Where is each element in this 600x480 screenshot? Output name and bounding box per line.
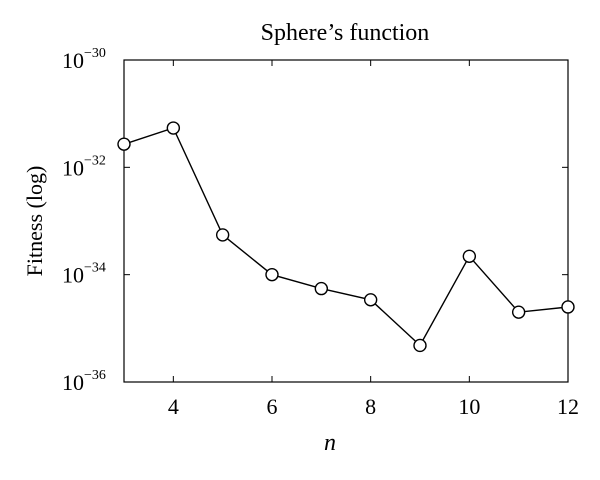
y-tick-exponent: −34	[84, 261, 106, 276]
x-tick-label: 8	[365, 394, 376, 419]
y-tick-base: 10	[62, 370, 84, 395]
plot-frame	[123, 59, 569, 383]
x-tick-label: 12	[557, 394, 579, 419]
data-point	[314, 281, 329, 296]
data-point	[265, 267, 279, 282]
y-tick-label: 10−34	[62, 261, 106, 288]
data-point	[117, 137, 131, 151]
y-tick-exponent: −32	[84, 153, 106, 168]
data-point	[462, 249, 477, 263]
data-point	[363, 293, 378, 307]
data-point	[413, 338, 427, 353]
y-tick-label: 10−32	[62, 153, 106, 180]
data-point	[215, 228, 230, 242]
y-tick-exponent: −30	[84, 46, 106, 61]
x-axis-label: n	[324, 430, 336, 456]
series-line	[123, 127, 569, 347]
data-point	[511, 305, 526, 319]
y-axis-label: Fitness (log)	[22, 166, 47, 277]
y-tick-label: 10−30	[62, 46, 106, 73]
y-tick-label: 10−36	[62, 368, 106, 395]
data-point	[166, 121, 181, 135]
chart-title: Sphere’s function	[261, 20, 430, 46]
x-tick-label: 4	[168, 394, 179, 419]
data-point	[561, 300, 575, 314]
axis-ticks	[124, 59, 569, 383]
data-points	[117, 121, 575, 353]
x-tick-labels: 4 6 8 10 12	[168, 394, 579, 419]
y-tick-base: 10	[62, 155, 84, 180]
y-tick-base: 10	[62, 263, 84, 288]
x-tick-label: 6	[267, 394, 278, 419]
y-tick-exponent: −36	[84, 368, 106, 383]
x-tick-label: 10	[458, 394, 480, 419]
y-tick-base: 10	[62, 48, 84, 73]
